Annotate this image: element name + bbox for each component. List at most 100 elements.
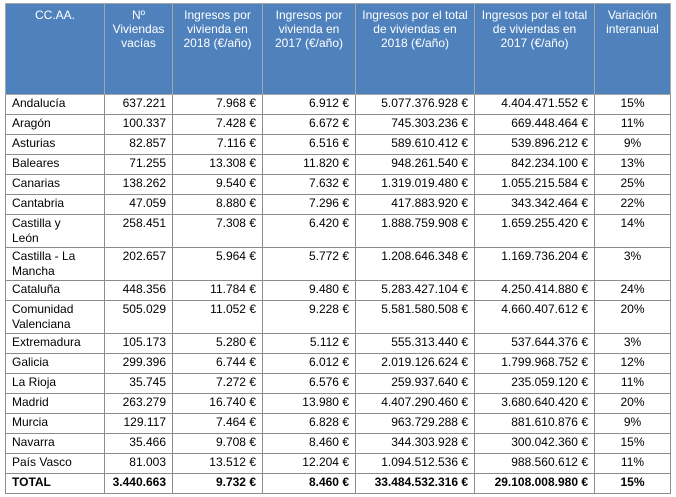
table-cell: 129.117: [104, 413, 173, 434]
table-cell: 15%: [594, 94, 671, 115]
table-cell: 15%: [594, 473, 671, 494]
table-cell: 8.880 €: [172, 194, 263, 215]
table-cell: 842.234.100 €: [474, 154, 595, 175]
table-cell: Extremadura: [5, 333, 105, 354]
table-cell: 6.912 €: [262, 94, 356, 115]
table-cell: 7.116 €: [172, 134, 263, 155]
table-cell: 11%: [594, 373, 671, 394]
table-cell: Murcia: [5, 413, 105, 434]
table-cell: 13.512 €: [172, 453, 263, 474]
table-cell: 105.173: [104, 333, 173, 354]
table-cell: 13.308 €: [172, 154, 263, 175]
header-cell: Ingresos por vivienda en 2018 (€/año): [172, 3, 263, 95]
table-cell: 9.708 €: [172, 433, 263, 454]
table-cell: 202.657: [104, 247, 173, 281]
table-cell: 13.980 €: [262, 393, 356, 414]
table-cell: 8.460 €: [262, 473, 356, 494]
table-cell: 12.204 €: [262, 453, 356, 474]
table-row: Castilla y León 258.451 7.308 €6.420 €1.88…: [5, 214, 671, 248]
table-cell: 539.896.212 €: [474, 134, 595, 155]
table-cell: 47.059: [104, 194, 173, 215]
table-cell: 11%: [594, 453, 671, 474]
table-cell: La Rioja: [5, 373, 105, 394]
table-cell: 14%: [594, 214, 671, 248]
table-cell: 343.342.464 €: [474, 194, 595, 215]
table-cell: 6.516 €: [262, 134, 356, 155]
table-cell: 11.052 €: [172, 300, 263, 334]
table-cell: 6.420 €: [262, 214, 356, 248]
table-cell: 988.560.612 €: [474, 453, 595, 474]
table-cell: 3%: [594, 333, 671, 354]
header-cell: CC.AA.: [5, 3, 105, 95]
table-cell: 9.732 €: [172, 473, 263, 494]
table-cell: TOTAL: [5, 473, 105, 494]
table-cell: 299.396: [104, 353, 173, 374]
table-cell: 33.484.532.316 €: [355, 473, 475, 494]
table-cell: Castilla - La Mancha: [5, 247, 105, 281]
table-row: Galicia 299.396 6.744 €6.012 €2.019.126.62…: [5, 353, 671, 374]
table-cell: 20%: [594, 393, 671, 414]
table-cell: Comunidad Valenciana: [5, 300, 105, 334]
table-cell: 300.042.360 €: [474, 433, 595, 454]
table-cell: 29.108.008.980 €: [474, 473, 595, 494]
table-cell: 344.303.928 €: [355, 433, 475, 454]
table-cell: 7.308 €: [172, 214, 263, 248]
table-cell: 7.272 €: [172, 373, 263, 394]
table-cell: 6.672 €: [262, 114, 356, 135]
table-cell: 5.581.580.508 €: [355, 300, 475, 334]
table-cell: Madrid: [5, 393, 105, 414]
table-cell: 8.460 €: [262, 433, 356, 454]
table-cell: 1.319.019.480 €: [355, 174, 475, 195]
table-row: País Vasco 81.003 13.512 €12.204 €1.094.51…: [5, 453, 671, 474]
table-cell: 9.228 €: [262, 300, 356, 334]
table-cell: 3.440.663: [104, 473, 173, 494]
table-cell: 22%: [594, 194, 671, 215]
table-cell: 259.937.640 €: [355, 373, 475, 394]
table-cell: 7.632 €: [262, 174, 356, 195]
data-table: CC.AA. Nº Viviendas vacías Ingresos por vi…: [5, 3, 671, 494]
table-cell: 16.740 €: [172, 393, 263, 414]
table-row: Madrid 263.279 16.740 €13.980 €4.407.290.4…: [5, 393, 671, 414]
table-cell: 7.428 €: [172, 114, 263, 135]
table-cell: 5.280 €: [172, 333, 263, 354]
table-cell: 7.296 €: [262, 194, 356, 215]
table-cell: 100.337: [104, 114, 173, 135]
table-cell: 138.262: [104, 174, 173, 195]
table-cell: Navarra: [5, 433, 105, 454]
header-row: CC.AA. Nº Viviendas vacías Ingresos por vi…: [5, 3, 671, 95]
table-cell: 1.888.759.908 €: [355, 214, 475, 248]
table-cell: 6.744 €: [172, 353, 263, 374]
table-cell: Castilla y León: [5, 214, 105, 248]
table-row: Baleares 71.255 13.308 €11.820 €948.261.54…: [5, 154, 671, 175]
table-cell: 1.208.646.348 €: [355, 247, 475, 281]
header-cell: Ingresos por vivienda en 2017 (€/año): [262, 3, 356, 95]
table-cell: 505.029: [104, 300, 173, 334]
table-cell: 9.480 €: [262, 280, 356, 301]
table-cell: 6.576 €: [262, 373, 356, 394]
table-row: Castilla - La Mancha 202.657 5.964 €5.772 …: [5, 247, 671, 281]
table-cell: 35.466: [104, 433, 173, 454]
table-row: Cataluña 448.356 11.784 €9.480 €5.283.427.…: [5, 280, 671, 301]
table-row: Extremadura 105.173 5.280 €5.112 €555.313.…: [5, 333, 671, 354]
table-cell: 1.659.255.420 €: [474, 214, 595, 248]
table-cell: Galicia: [5, 353, 105, 374]
table-cell: 555.313.440 €: [355, 333, 475, 354]
table-cell: Asturias: [5, 134, 105, 155]
table-cell: Andalucía: [5, 94, 105, 115]
table-cell: 1.055.215.584 €: [474, 174, 595, 195]
table-cell: 7.968 €: [172, 94, 263, 115]
table-cell: Baleares: [5, 154, 105, 175]
table-row: Andalucía 637.221 7.968 €6.912 €5.077.376.…: [5, 94, 671, 115]
table-cell: 13%: [594, 154, 671, 175]
table-cell: 11.820 €: [262, 154, 356, 175]
table-cell: 235.059.120 €: [474, 373, 595, 394]
table-row: La Rioja 35.745 7.272 €6.576 €259.937.640 …: [5, 373, 671, 394]
table-cell: 948.261.540 €: [355, 154, 475, 175]
table-row: Canarias 138.262 9.540 €7.632 €1.319.019.4…: [5, 174, 671, 195]
table-cell: Cantabria: [5, 194, 105, 215]
table-cell: 745.303.236 €: [355, 114, 475, 135]
table-cell: 4.407.290.460 €: [355, 393, 475, 414]
table-cell: 35.745: [104, 373, 173, 394]
table-cell: 2.019.126.624 €: [355, 353, 475, 374]
table-cell: 25%: [594, 174, 671, 195]
